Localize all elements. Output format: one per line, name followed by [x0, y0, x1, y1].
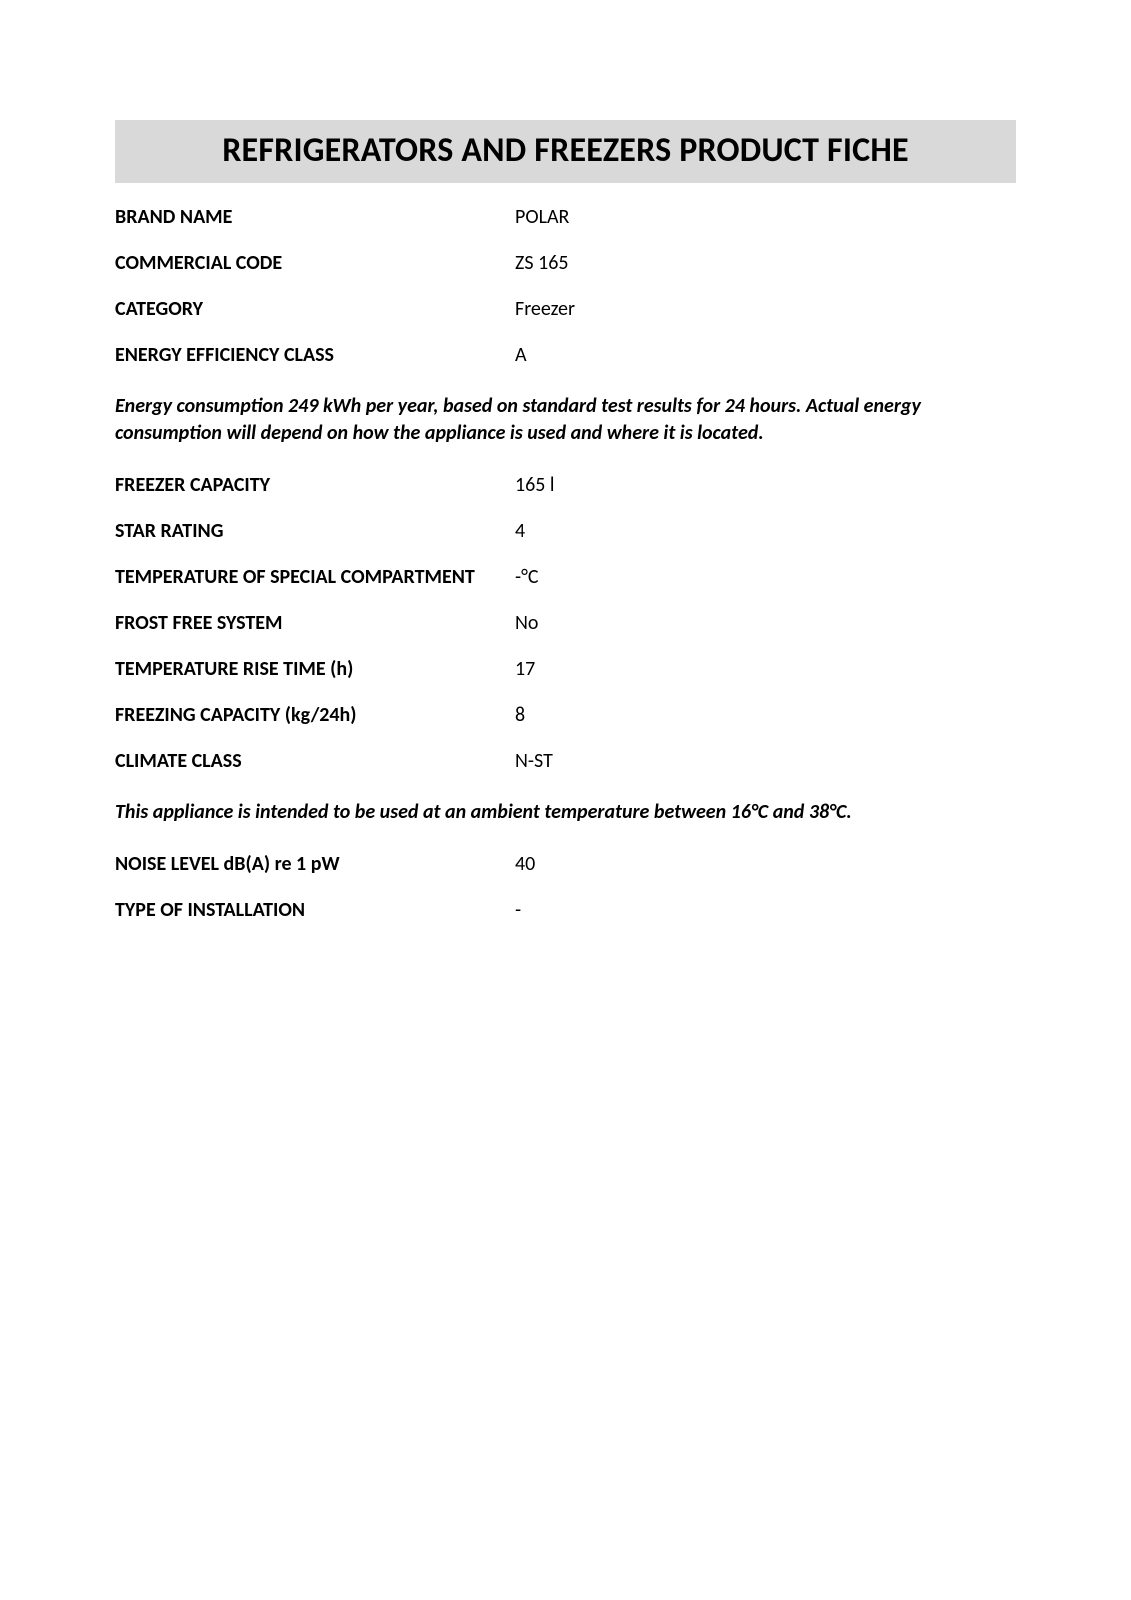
spec-label: CATEGORY — [115, 297, 515, 321]
spec-label: FREEZER CAPACITY — [115, 473, 515, 497]
spec-value: POLAR — [515, 205, 569, 229]
spec-value: 4 — [515, 519, 525, 543]
spec-value: 8 — [515, 703, 525, 727]
spec-value: 165 l — [515, 473, 555, 497]
page: REFRIGERATORS AND FREEZERS PRODUCT FICHE… — [0, 0, 1131, 922]
spec-row: TEMPERATURE RISE TIME (h) 17 — [115, 657, 1016, 681]
spec-value: ZS 165 — [515, 251, 569, 275]
spec-label: FREEZING CAPACITY (kg/24h) — [115, 703, 515, 727]
spec-value: 40 — [515, 852, 535, 876]
energy-consumption-note: Energy consumption 249 kWh per year, bas… — [115, 393, 1016, 447]
spec-row: CATEGORY Freezer — [115, 297, 1016, 321]
spec-label: TEMPERATURE RISE TIME (h) — [115, 657, 515, 681]
spec-value: N-ST — [515, 749, 553, 773]
spec-label: ENERGY EFFICIENCY CLASS — [115, 343, 515, 367]
climate-note: This appliance is intended to be used at… — [115, 799, 1016, 826]
spec-label: CLIMATE CLASS — [115, 749, 515, 773]
spec-row: TYPE OF INSTALLATION - — [115, 898, 1016, 922]
spec-value: 17 — [515, 657, 535, 681]
spec-row: BRAND NAME POLAR — [115, 205, 1016, 229]
spec-label: STAR RATING — [115, 519, 515, 543]
spec-value: - — [515, 898, 521, 922]
spec-label: TEMPERATURE OF SPECIAL COMPARTMENT — [115, 565, 515, 589]
spec-row: FREEZER CAPACITY 165 l — [115, 473, 1016, 497]
spec-row: NOISE LEVEL dB(A) re 1 pW 40 — [115, 852, 1016, 876]
spec-label: FROST FREE SYSTEM — [115, 611, 515, 635]
spec-label: NOISE LEVEL dB(A) re 1 pW — [115, 852, 515, 876]
spec-row: CLIMATE CLASS N-ST — [115, 749, 1016, 773]
spec-row: COMMERCIAL CODE ZS 165 — [115, 251, 1016, 275]
spec-row: FREEZING CAPACITY (kg/24h) 8 — [115, 703, 1016, 727]
spec-row: STAR RATING 4 — [115, 519, 1016, 543]
spec-label: TYPE OF INSTALLATION — [115, 898, 515, 922]
spec-value: -°C — [515, 565, 539, 589]
spec-row: ENERGY EFFICIENCY CLASS A — [115, 343, 1016, 367]
spec-row: FROST FREE SYSTEM No — [115, 611, 1016, 635]
title-bar: REFRIGERATORS AND FREEZERS PRODUCT FICHE — [115, 120, 1016, 183]
spec-label: BRAND NAME — [115, 205, 515, 229]
spec-value: No — [515, 611, 538, 635]
spec-value: Freezer — [515, 297, 575, 321]
spec-label: COMMERCIAL CODE — [115, 251, 515, 275]
spec-row: TEMPERATURE OF SPECIAL COMPARTMENT -°C — [115, 565, 1016, 589]
spec-value: A — [515, 343, 527, 367]
